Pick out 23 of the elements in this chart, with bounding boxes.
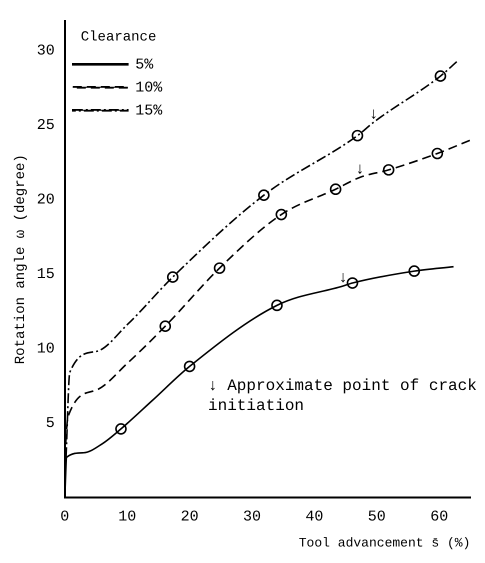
legend-title: Clearance — [80, 30, 156, 46]
annotation: ↓ — [338, 269, 348, 288]
legend-label: 5% — [135, 56, 154, 74]
x-tick-label: 40 — [305, 508, 324, 526]
x-tick-label: 50 — [368, 508, 386, 526]
legend-label: 10% — [135, 79, 164, 96]
annotation: ↓ — [355, 160, 365, 179]
annotation: ↓ — [368, 105, 378, 124]
x-tick-label: 60 — [430, 508, 448, 526]
legend-label: 15% — [135, 102, 164, 120]
y-tick-label: 5 — [46, 414, 55, 432]
y-tick-label: 25 — [36, 117, 55, 134]
y-tick-label: 10 — [36, 340, 55, 358]
x-tick-label: 30 — [242, 508, 262, 526]
y-tick-label: 30 — [36, 42, 55, 60]
x-tick-label: 0 — [60, 508, 70, 526]
x-tick-label: 10 — [118, 508, 136, 526]
y-tick-label: 15 — [36, 266, 55, 284]
annotation: ↓ Approximate point of crack initiation — [208, 376, 478, 416]
x-tick-label: 20 — [180, 508, 199, 526]
y-axis-title: Rotation angle ω (degree) — [13, 154, 30, 364]
x-axis-title: Tool advancement s̄ (%) — [298, 536, 470, 551]
y-tick-label: 20 — [36, 192, 55, 209]
